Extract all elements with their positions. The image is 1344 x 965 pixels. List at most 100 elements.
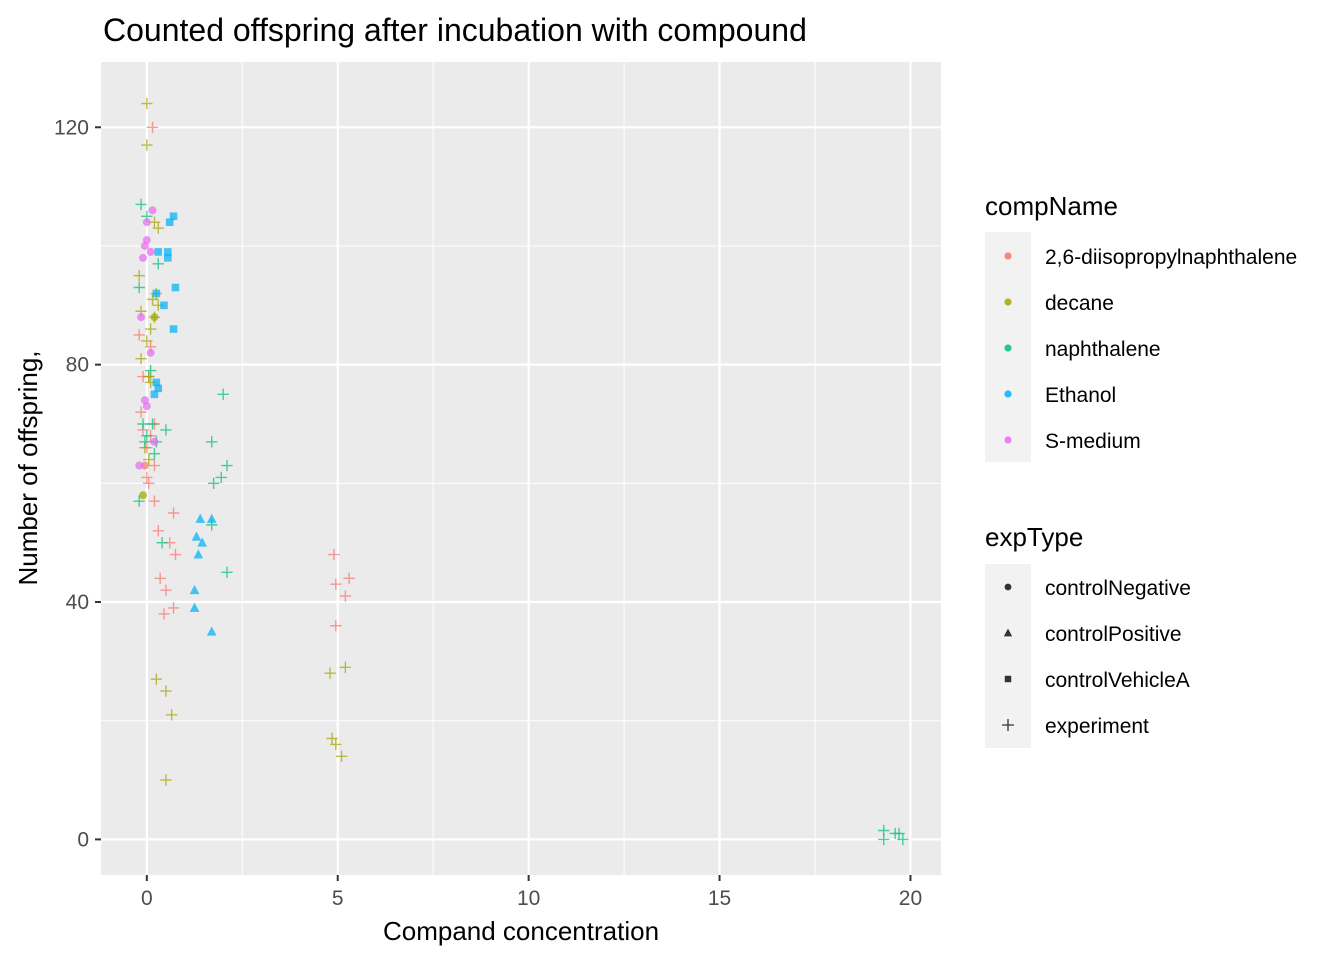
point-ethanol-controlvehiclea bbox=[152, 378, 161, 387]
legend-key-circle bbox=[1004, 583, 1012, 591]
point-s-medium-controlnegative bbox=[137, 313, 146, 322]
point-ethanol-controlvehiclea bbox=[171, 283, 180, 292]
point-2-6-diisopropylnaphthalene-experiment bbox=[160, 584, 172, 596]
point-decane-experiment bbox=[133, 269, 145, 282]
point-naphthalene-experiment bbox=[215, 471, 227, 484]
point-ethanol-controlvehiclea bbox=[164, 248, 172, 256]
legend-item: decane bbox=[1004, 292, 1114, 315]
legend-key-triangle bbox=[1003, 628, 1013, 637]
legend-key-dot bbox=[1004, 298, 1012, 306]
x-axis-label: Compand concentration bbox=[383, 916, 659, 946]
point-decane-experiment bbox=[146, 293, 159, 306]
point-ethanol-controlpositive bbox=[197, 537, 208, 547]
point-naphthalene-experiment bbox=[152, 258, 164, 270]
point-naphthalene-experiment bbox=[135, 198, 147, 211]
point-2-6-diisopropylnaphthalene-experiment bbox=[154, 572, 166, 584]
legend-key-square bbox=[1004, 675, 1012, 683]
chart-title: Counted offspring after incubation with … bbox=[103, 12, 807, 48]
point-2-6-diisopropylnaphthalene-experiment bbox=[158, 608, 170, 620]
point-ethanol-controlvehiclea bbox=[154, 248, 163, 256]
point-2-6-diisopropylnaphthalene-experiment bbox=[169, 548, 182, 561]
legend-key-dot bbox=[1004, 344, 1012, 352]
point-naphthalene-experiment bbox=[221, 566, 233, 579]
legend-item-label: controlNegative bbox=[1045, 577, 1191, 600]
major-gridlines bbox=[101, 62, 941, 875]
point-naphthalene-experiment bbox=[897, 833, 909, 846]
y-tick-label: 80 bbox=[66, 354, 89, 377]
point-ethanol-controlpositive bbox=[189, 602, 200, 612]
point-2-6-diisopropylnaphthalene-experiment bbox=[148, 495, 161, 507]
point-2-6-diisopropylnaphthalene-controlnegative bbox=[140, 461, 149, 470]
point-2-6-diisopropylnaphthalene-experiment bbox=[143, 477, 155, 490]
point-decane-experiment bbox=[135, 353, 147, 365]
point-2-6-diisopropylnaphthalene-experiment bbox=[339, 590, 352, 602]
point-2-6-diisopropylnaphthalene-experiment bbox=[167, 602, 180, 614]
point-naphthalene-experiment bbox=[217, 388, 229, 400]
point-2-6-diisopropylnaphthalene-experiment bbox=[135, 406, 147, 418]
point-naphthalene-experiment bbox=[206, 436, 218, 448]
y-tick-label: 0 bbox=[77, 828, 89, 851]
point-ethanol-controlvehiclea bbox=[164, 254, 172, 262]
point-2-6-diisopropylnaphthalene-experiment bbox=[328, 548, 340, 561]
point-ethanol-controlpositive bbox=[189, 584, 200, 595]
point-s-medium-controlnegative bbox=[140, 241, 149, 250]
point-ethanol-controlpositive bbox=[206, 513, 217, 523]
point-ethanol-controlpositive bbox=[195, 513, 206, 523]
legend-item-label: Ethanol bbox=[1045, 384, 1116, 407]
point-naphthalene-experiment bbox=[144, 364, 157, 377]
legend-item: controlNegative bbox=[1004, 577, 1191, 600]
point-ethanol-controlvehiclea bbox=[165, 218, 174, 227]
point-2-6-diisopropylnaphthalene-experiment bbox=[330, 578, 342, 590]
point-decane-experiment bbox=[143, 453, 155, 466]
point-decane-controlnegative bbox=[139, 491, 147, 500]
point-2-6-diisopropylnaphthalene-experiment bbox=[152, 525, 164, 537]
y-tick-label: 120 bbox=[54, 116, 89, 139]
legend-item-label: naphthalene bbox=[1045, 338, 1161, 361]
point-ethanol-controlvehiclea bbox=[152, 289, 161, 298]
legend-item-label: decane bbox=[1045, 292, 1114, 315]
x-tick-label: 10 bbox=[517, 887, 540, 910]
point-naphthalene-experiment bbox=[148, 447, 161, 460]
legend-exptype-key-background bbox=[985, 564, 1031, 748]
point-naphthalene-experiment bbox=[137, 418, 149, 430]
legend-item-label: controlVehicleA bbox=[1045, 669, 1190, 692]
data-points bbox=[133, 97, 909, 846]
point-ethanol-controlvehiclea bbox=[169, 212, 178, 221]
x-tick-label: 0 bbox=[141, 887, 153, 910]
point-2-6-diisopropylnaphthalene-experiment bbox=[343, 572, 355, 584]
legend-item: controlVehicleA bbox=[1004, 669, 1190, 692]
x-tick-label: 15 bbox=[708, 887, 731, 910]
point-2-6-diisopropylnaphthalene-experiment bbox=[167, 507, 180, 519]
minor-gridlines bbox=[101, 62, 941, 875]
point-s-medium-controlnegative bbox=[150, 437, 159, 446]
point-naphthalene-experiment bbox=[878, 833, 890, 846]
point-decane-experiment bbox=[339, 661, 352, 673]
point-decane-experiment bbox=[150, 673, 163, 685]
point-s-medium-controlnegative bbox=[139, 253, 147, 262]
legend-compname-title: compName bbox=[985, 191, 1118, 221]
point-naphthalene-experiment bbox=[893, 827, 905, 840]
y-axis-label: Number of offspring, bbox=[13, 350, 43, 585]
point-s-medium-controlnegative bbox=[146, 348, 155, 357]
point-decane-experiment bbox=[165, 709, 178, 721]
x-tick-label: 5 bbox=[332, 887, 344, 910]
point-ethanol-controlpositive bbox=[191, 531, 202, 541]
legend-item: naphthalene bbox=[1004, 338, 1161, 361]
y-axis: 0 40 80 120 bbox=[54, 116, 101, 851]
point-ethanol-controlvehiclea bbox=[154, 384, 163, 393]
point-decane-experiment bbox=[141, 139, 153, 151]
point-decane-controlnegative bbox=[150, 313, 159, 322]
point-2-6-diisopropylnaphthalene-experiment bbox=[141, 471, 153, 484]
legend-item: 2,6-diisopropylnaphthalene bbox=[1004, 246, 1297, 269]
point-naphthalene-experiment bbox=[133, 495, 145, 507]
point-decane-experiment bbox=[160, 685, 172, 697]
legend-item-label: S-medium bbox=[1045, 430, 1141, 453]
point-s-medium-controlnegative bbox=[142, 218, 151, 227]
point-decane-experiment bbox=[326, 732, 338, 745]
plot-panel bbox=[101, 62, 941, 875]
point-2-6-diisopropylnaphthalene-experiment bbox=[148, 459, 161, 472]
x-axis: 0 5 10 15 20 bbox=[141, 875, 922, 910]
legend-item: controlPositive bbox=[1003, 623, 1182, 646]
point-naphthalene-experiment bbox=[133, 281, 145, 294]
point-decane-experiment bbox=[152, 222, 164, 234]
